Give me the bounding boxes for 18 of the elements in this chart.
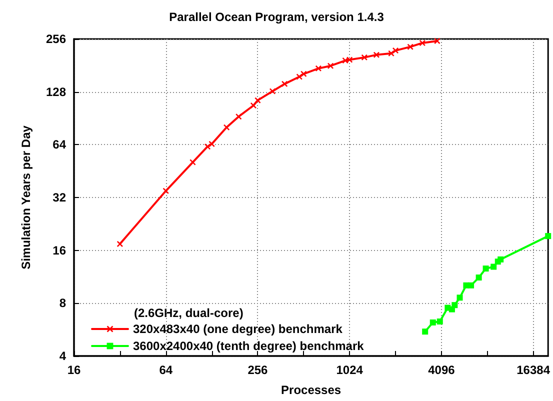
y-tick-label: 8 <box>59 296 66 310</box>
x-tick-label: 1024 <box>336 363 364 377</box>
chart-title: Parallel Ocean Program, version 1.4.3 <box>169 10 384 24</box>
x-tick-label: 64 <box>159 363 173 377</box>
legend-label: 3600x2400x40 (tenth degree) benchmark <box>133 339 364 353</box>
y-axis-title: Simulation Years per Day <box>19 125 33 270</box>
legend-title: (2.6GHz, dual-core) <box>134 306 244 320</box>
y-tick-label: 64 <box>52 138 66 152</box>
legend-label: 320x483x40 (one degree) benchmark <box>133 322 343 336</box>
x-axis-title: Processes <box>281 383 342 397</box>
x-tick-label: 4096 <box>428 363 456 377</box>
y-tick-label: 4 <box>59 349 66 363</box>
x-tick-label: 16384 <box>516 363 550 377</box>
y-tick-label: 128 <box>46 84 66 99</box>
y-tick-label: 256 <box>46 32 66 46</box>
y-tick-label: 16 <box>52 243 66 258</box>
x-tick-label: 256 <box>248 363 268 377</box>
y-tick-label: 32 <box>52 190 66 204</box>
